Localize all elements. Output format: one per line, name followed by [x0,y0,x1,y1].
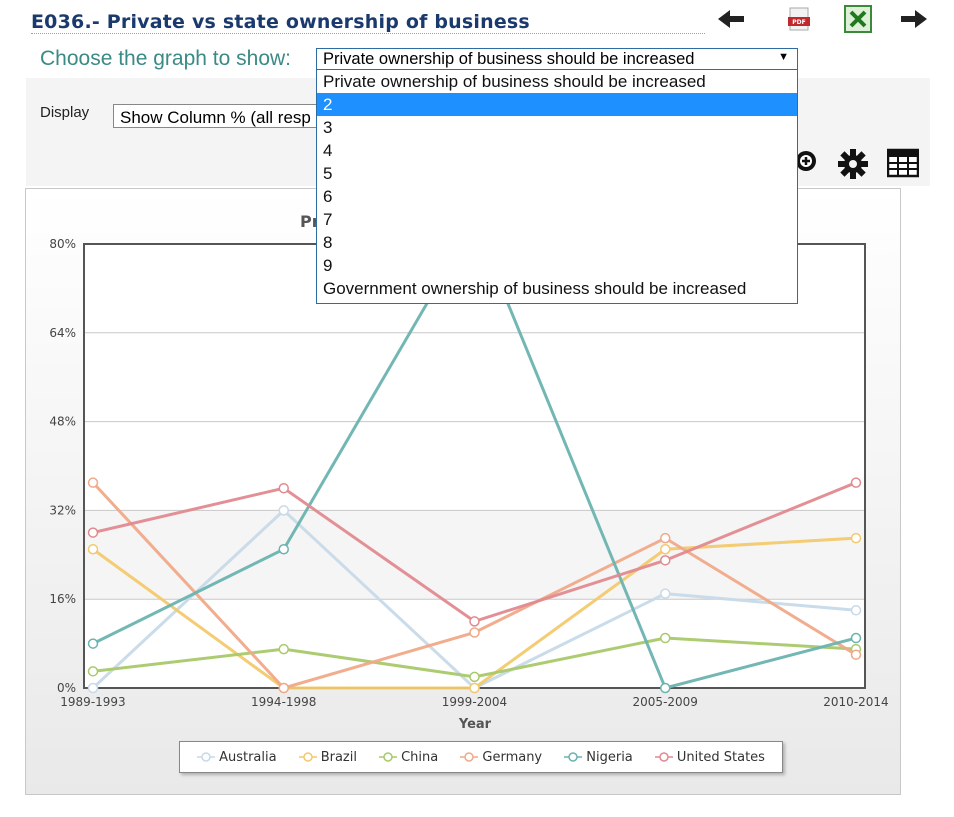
arrow-left-icon[interactable] [714,4,748,34]
data-point [278,643,289,655]
y-tick-label: 64% [49,326,76,340]
data-point [278,682,289,694]
table-icon[interactable] [886,148,920,183]
legend-item[interactable]: United States [654,749,765,765]
legend-marker-icon [460,752,479,762]
legend-marker-icon [654,752,673,762]
data-point [660,532,671,544]
data-point [87,544,99,555]
legend-label: Brazil [320,749,357,765]
title-underline [31,33,705,34]
graph-select[interactable]: Private ownership of business should be … [316,48,798,70]
y-tick-label: 0% [57,681,76,695]
dropdown-option[interactable]: 2 [317,93,797,116]
y-tick-label: 16% [49,592,76,606]
data-point [278,505,289,516]
legend-marker-icon [564,752,583,762]
x-tick-label: 1989-1993 [60,695,125,709]
legend-item[interactable]: Nigeria [564,750,633,765]
dropdown-option[interactable]: Government ownership of business should … [323,279,747,298]
legend-label: Australia [219,749,277,765]
arrow-right-icon[interactable] [897,4,931,34]
x-tick-label: 2005-2009 [633,695,698,709]
legend-label: United States [676,749,765,765]
dropdown-option[interactable]: 5 [323,164,333,183]
data-point [660,544,671,555]
dropdown-option[interactable]: Private ownership of business should be … [323,72,706,91]
dropdown-option[interactable]: 7 [323,210,333,229]
data-point [87,666,99,677]
display-select[interactable]: Show Column % (all resp [113,104,353,128]
zoom-in-icon[interactable] [793,148,819,179]
legend-item[interactable]: Germany [460,750,542,765]
y-tick-label: 32% [49,503,76,517]
excel-icon[interactable] [841,4,875,34]
data-point [278,544,289,555]
pdf-icon[interactable]: PDF [782,4,816,34]
dropdown-option[interactable]: 6 [323,187,333,206]
data-point [278,482,289,494]
data-point [660,682,671,694]
data-point [87,527,99,538]
data-point [469,627,480,638]
legend-item[interactable]: Brazil [298,749,357,765]
data-point [87,638,99,649]
data-point [850,649,862,660]
data-point [850,532,862,544]
chart-legend: Australia Brazil China Germany Nigeria United… [179,741,783,773]
legend-item[interactable]: Australia [197,750,277,765]
data-point [850,632,862,644]
data-point [850,605,862,616]
svg-text:PDF: PDF [792,19,805,26]
y-tick-label: 48% [49,415,76,429]
page-title: E036.- Private vs state ownership of bus… [31,11,530,33]
legend-label: Germany [482,749,543,765]
x-tick-label: 1999-2004 [442,695,507,709]
legend-marker-icon [197,752,216,762]
legend-label: Nigeria [586,749,633,765]
legend-marker-icon [379,752,398,762]
data-point [660,632,671,644]
x-tick-label: 1994-1998 [251,695,316,709]
data-point [660,555,671,566]
x-axis-title: Year [458,717,492,732]
data-point [87,477,99,488]
dropdown-option[interactable]: 3 [323,118,333,137]
y-tick-label: 80% [49,237,76,251]
x-tick-label: 2010-2014 [823,695,888,709]
legend-item[interactable]: China [379,750,438,765]
data-point [660,588,671,599]
data-point [469,682,480,694]
display-label: Display [40,104,90,121]
data-point [469,671,480,683]
legend-label: China [401,749,439,765]
data-point [87,682,99,694]
data-point [469,616,480,627]
data-point [850,477,862,488]
gear-icon[interactable] [837,148,869,185]
dropdown-option[interactable]: 4 [323,141,333,160]
legend-marker-icon [298,752,317,762]
chevron-down-icon: ▼ [778,51,789,63]
dropdown-option[interactable]: 9 [323,256,333,275]
graph-select-dropdown[interactable]: Private ownership of business should be … [316,70,798,304]
graph-select-value: Private ownership of business should be … [323,50,695,68]
choose-graph-label: Choose the graph to show: [40,47,291,70]
dropdown-option[interactable]: 8 [323,233,333,252]
